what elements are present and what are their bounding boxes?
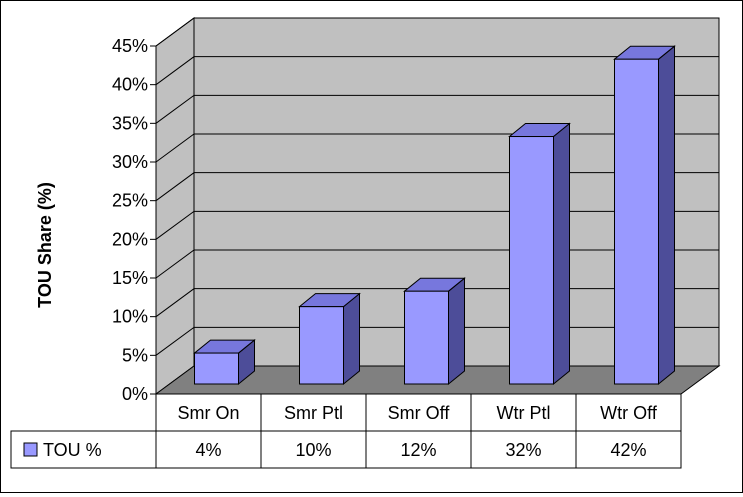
category-label: Smr Off xyxy=(388,403,451,423)
y-tick-label: 25% xyxy=(112,191,148,211)
value-label: 32% xyxy=(505,440,541,460)
y-tick-label: 35% xyxy=(112,113,148,133)
side-wall xyxy=(155,17,195,395)
y-tick-label: 30% xyxy=(112,152,148,172)
bar-front xyxy=(404,290,449,385)
bar-side xyxy=(343,292,360,386)
data-table: Smr On 4% Smr Ptl 10% Smr Off 12% Wtr Ptl 32% Wt… xyxy=(10,393,682,469)
y-tick-label: 15% xyxy=(112,268,148,288)
category-label: Smr On xyxy=(177,403,239,423)
value-label: 4% xyxy=(195,440,221,460)
y-tick-label: 40% xyxy=(112,75,148,95)
bar xyxy=(403,277,466,386)
y-axis-title: TOU Share (%) xyxy=(35,182,55,308)
category-label: Smr Ptl xyxy=(284,403,343,423)
bar-front xyxy=(614,58,659,385)
legend-label: TOU % xyxy=(43,440,102,460)
bar-front xyxy=(509,136,554,385)
bar-front xyxy=(299,306,344,385)
gridline xyxy=(155,56,719,86)
bars xyxy=(193,45,676,386)
y-tick-label: 45% xyxy=(112,36,148,56)
y-tick-label: 20% xyxy=(112,229,148,249)
gridline xyxy=(155,17,719,47)
y-axis-ticks: 0% 5% 10% 15% 20% 25% 30% 35% 40% 45% xyxy=(112,36,157,404)
bar-side xyxy=(448,277,465,386)
legend-swatch xyxy=(23,442,38,457)
y-tick-label: 10% xyxy=(112,307,148,327)
bar xyxy=(613,45,676,386)
gridline xyxy=(155,94,719,124)
bar-side xyxy=(553,122,570,386)
y-tick-label: 0% xyxy=(122,384,148,404)
value-label: 12% xyxy=(400,440,436,460)
bar xyxy=(508,122,571,386)
category-label: Wtr Off xyxy=(600,403,658,423)
category-label: Wtr Ptl xyxy=(497,403,551,423)
bar xyxy=(193,339,256,386)
value-label: 42% xyxy=(610,440,646,460)
bar xyxy=(298,292,361,386)
table-value-row xyxy=(10,430,682,469)
bar-side xyxy=(658,45,675,386)
value-label: 10% xyxy=(295,440,331,460)
y-tick-label: 5% xyxy=(122,345,148,365)
bar-front xyxy=(194,352,239,385)
